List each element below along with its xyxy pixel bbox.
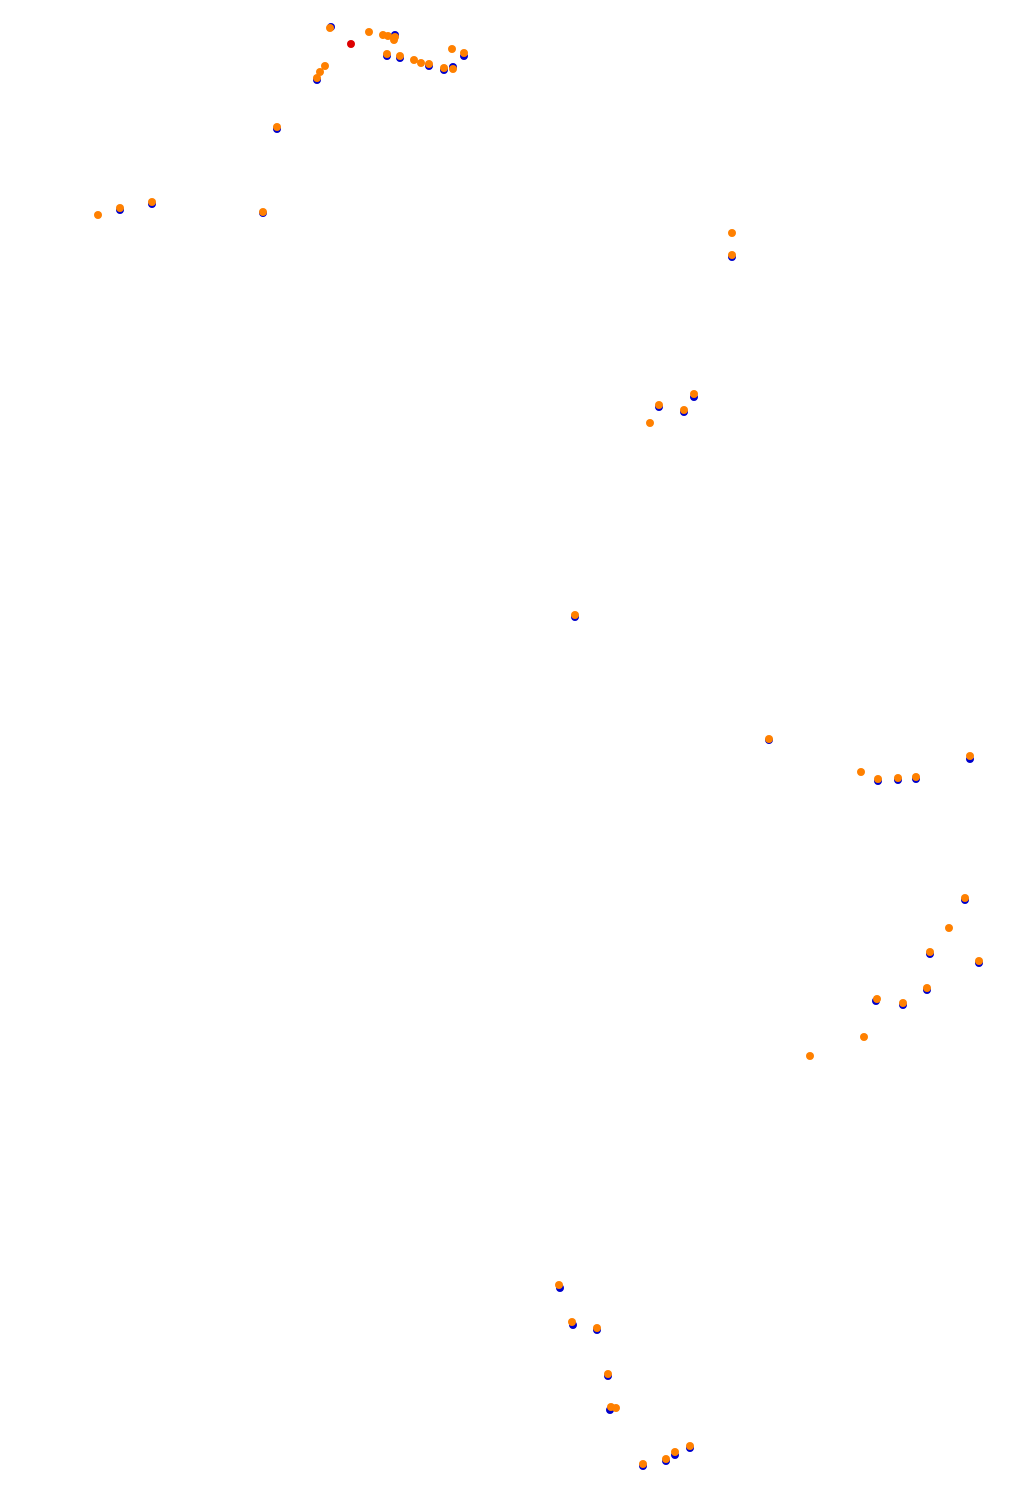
- point: [686, 1442, 694, 1450]
- point: [806, 1052, 814, 1060]
- point: [655, 401, 663, 409]
- point: [945, 924, 953, 932]
- point: [440, 64, 448, 72]
- point: [873, 995, 881, 1003]
- point: [448, 45, 456, 53]
- point: [639, 1460, 647, 1468]
- point: [612, 1404, 620, 1412]
- point: [321, 62, 329, 70]
- point: [259, 208, 267, 216]
- point: [94, 211, 102, 219]
- point: [396, 52, 404, 60]
- point: [326, 24, 334, 32]
- point: [874, 775, 882, 783]
- point: [365, 28, 373, 36]
- point: [313, 74, 321, 82]
- point: [347, 40, 355, 48]
- point: [646, 419, 654, 427]
- point: [671, 1448, 679, 1456]
- point: [662, 1455, 670, 1463]
- point: [383, 50, 391, 58]
- point: [384, 32, 392, 40]
- point: [449, 65, 457, 73]
- point: [961, 894, 969, 902]
- point: [390, 36, 398, 44]
- point: [593, 1324, 601, 1332]
- point: [765, 735, 773, 743]
- point: [555, 1281, 563, 1289]
- point: [273, 123, 281, 131]
- point: [690, 390, 698, 398]
- point: [923, 984, 931, 992]
- point: [728, 251, 736, 259]
- point: [926, 948, 934, 956]
- point: [975, 957, 983, 965]
- point: [857, 768, 865, 776]
- point: [417, 59, 425, 67]
- point: [604, 1370, 612, 1378]
- point: [912, 773, 920, 781]
- point: [568, 1318, 576, 1326]
- point: [894, 774, 902, 782]
- point: [316, 68, 324, 76]
- point: [899, 999, 907, 1007]
- point: [460, 49, 468, 57]
- point: [425, 60, 433, 68]
- point: [860, 1033, 868, 1041]
- point: [148, 198, 156, 206]
- point: [966, 752, 974, 760]
- point: [680, 406, 688, 414]
- point: [410, 56, 418, 64]
- point: [728, 229, 736, 237]
- point: [116, 204, 124, 212]
- point: [571, 611, 579, 619]
